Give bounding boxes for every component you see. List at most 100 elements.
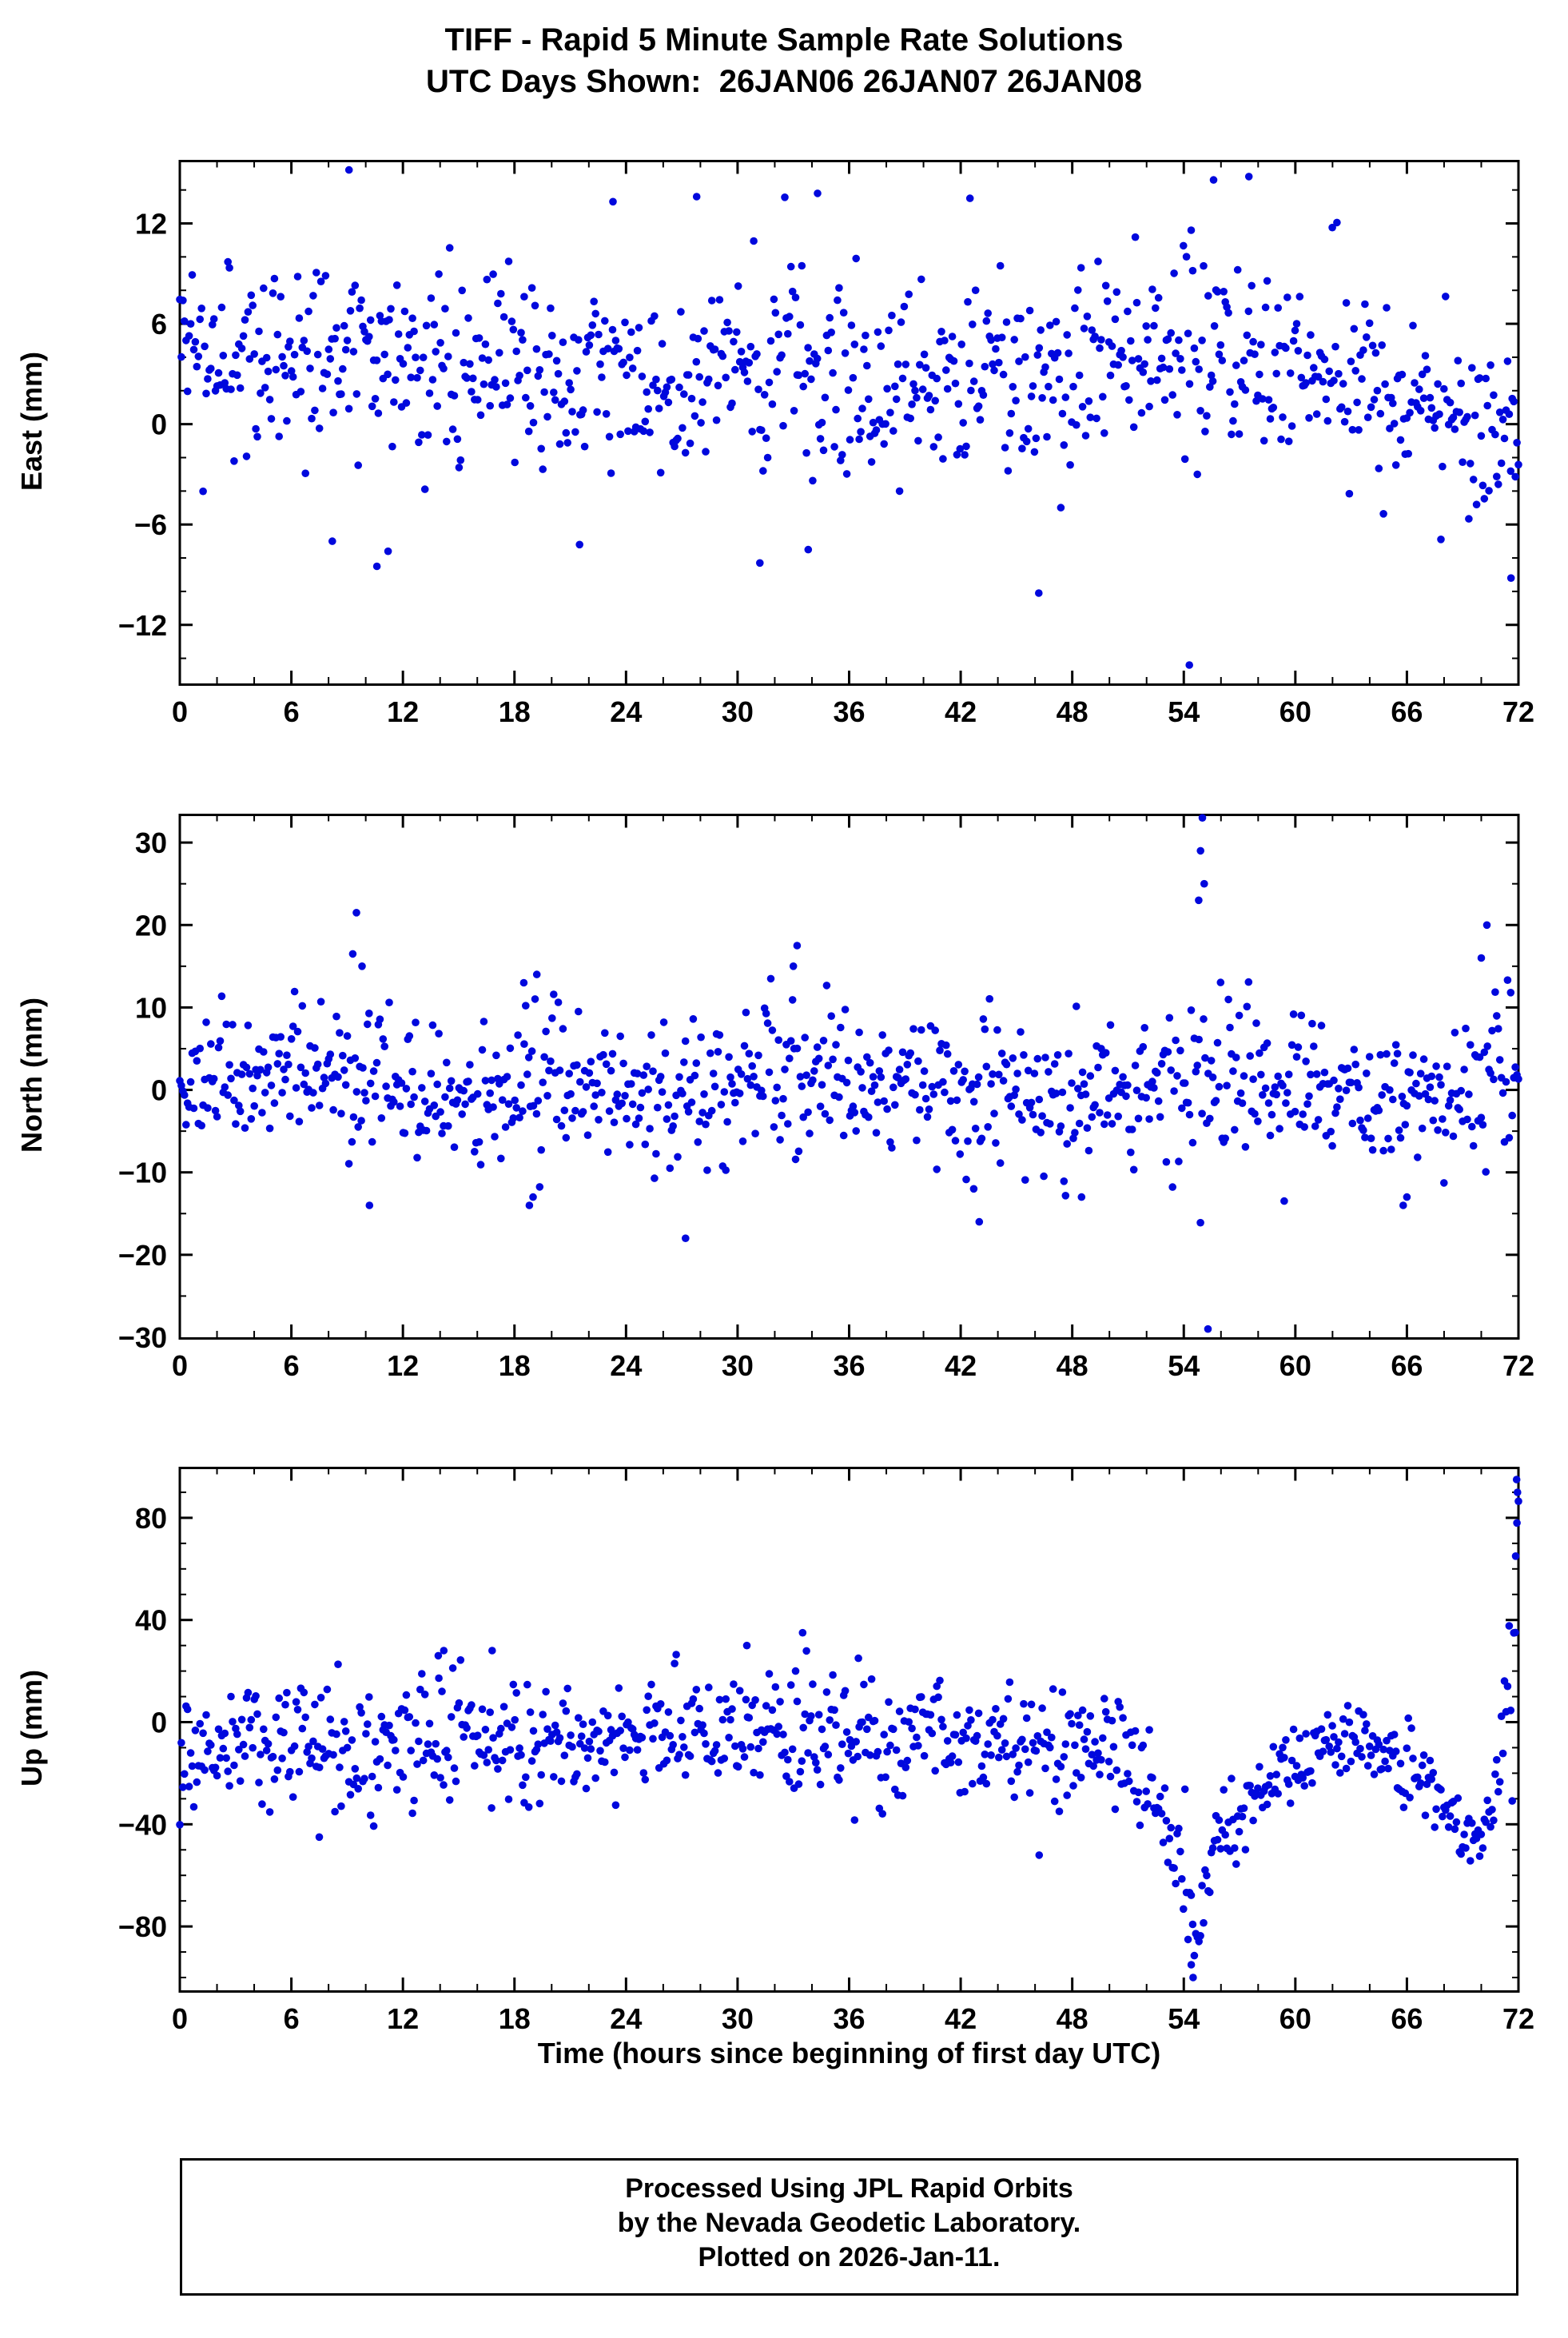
data-point xyxy=(1323,416,1332,425)
data-point xyxy=(1442,1129,1450,1137)
data-point xyxy=(392,376,400,384)
data-point xyxy=(430,321,439,329)
data-point xyxy=(814,1711,823,1719)
data-point xyxy=(1220,288,1228,296)
data-point xyxy=(731,365,739,374)
data-point xyxy=(806,1129,814,1137)
data-point xyxy=(197,305,205,313)
data-point xyxy=(626,353,634,361)
data-point xyxy=(1058,1688,1067,1696)
data-point xyxy=(1371,349,1380,357)
data-point xyxy=(1431,1823,1439,1831)
data-point-outlier xyxy=(525,1201,534,1209)
data-point xyxy=(425,1719,434,1728)
data-point xyxy=(714,1048,722,1056)
data-point xyxy=(730,1680,738,1688)
data-point xyxy=(847,321,856,329)
data-point xyxy=(547,304,555,313)
data-point xyxy=(1480,495,1489,503)
data-point xyxy=(1248,281,1256,290)
data-point xyxy=(892,1746,901,1754)
data-point xyxy=(860,1680,868,1689)
data-point xyxy=(1045,382,1053,391)
y-tick-label: 0 xyxy=(151,1074,167,1107)
data-point xyxy=(1451,1029,1459,1037)
data-point xyxy=(946,1097,955,1105)
data-point xyxy=(874,1098,882,1106)
data-point xyxy=(1010,336,1018,344)
data-point xyxy=(852,254,860,263)
data-point xyxy=(888,1144,896,1152)
data-point xyxy=(290,1742,299,1751)
data-point xyxy=(418,1084,426,1092)
data-point xyxy=(781,1065,789,1073)
data-point xyxy=(283,1051,291,1059)
data-point xyxy=(257,1751,265,1758)
data-point xyxy=(1198,1109,1206,1117)
data-point xyxy=(260,1048,268,1056)
data-point xyxy=(339,1051,347,1060)
data-point xyxy=(273,330,282,339)
x-tick-label: 36 xyxy=(833,1349,865,1382)
data-point xyxy=(562,428,571,437)
data-point xyxy=(1232,1053,1240,1061)
data-point xyxy=(768,400,777,408)
data-point xyxy=(863,361,871,370)
data-point xyxy=(796,1767,805,1776)
data-point xyxy=(1373,386,1382,395)
data-point xyxy=(818,1081,826,1089)
data-point xyxy=(1004,467,1013,475)
data-point xyxy=(588,1718,597,1727)
data-point xyxy=(956,1150,965,1158)
data-point xyxy=(1403,1101,1411,1110)
data-point xyxy=(1068,1079,1076,1087)
data-point xyxy=(287,1035,296,1043)
data-point xyxy=(863,1725,871,1734)
data-point xyxy=(1229,416,1237,425)
data-point xyxy=(759,1738,767,1747)
data-point xyxy=(710,345,719,353)
data-point xyxy=(270,1775,279,1783)
x-tick-label: 24 xyxy=(610,2002,642,2035)
data-point xyxy=(1196,1218,1204,1227)
data-point xyxy=(1404,449,1412,458)
data-point xyxy=(1491,430,1499,439)
data-point xyxy=(315,424,324,432)
data-point xyxy=(1035,344,1044,352)
data-point xyxy=(1426,1083,1435,1091)
data-point xyxy=(1363,1069,1371,1077)
data-point xyxy=(312,269,320,277)
data-point xyxy=(1156,1113,1164,1121)
data-point xyxy=(181,1091,189,1099)
x-tick-label: 60 xyxy=(1279,1349,1311,1382)
data-point xyxy=(486,1708,494,1716)
data-point xyxy=(1025,306,1034,315)
data-point xyxy=(601,1029,609,1038)
data-point xyxy=(219,1744,228,1753)
data-point xyxy=(453,435,462,444)
data-point xyxy=(1061,1192,1070,1200)
data-point xyxy=(1046,1743,1054,1752)
data-point xyxy=(1396,436,1405,444)
data-point xyxy=(652,1149,660,1158)
data-point xyxy=(1439,462,1447,471)
data-point xyxy=(290,350,299,359)
data-point xyxy=(517,1751,525,1759)
data-point xyxy=(397,1079,406,1087)
data-point xyxy=(1032,1747,1041,1755)
data-point xyxy=(639,1769,648,1777)
y-tick-label: 10 xyxy=(135,991,167,1024)
title-line-1: TIFF - Rapid 5 Minute Sample Rate Soluti… xyxy=(444,22,1124,58)
data-point xyxy=(875,1067,884,1075)
data-point xyxy=(918,1081,927,1089)
data-point xyxy=(1224,995,1232,1004)
data-point xyxy=(1257,1070,1265,1079)
data-point xyxy=(1495,1778,1504,1786)
data-point xyxy=(296,1063,305,1072)
data-point xyxy=(1514,1075,1522,1083)
data-point xyxy=(1446,398,1455,407)
data-point xyxy=(1454,356,1463,364)
data-point xyxy=(326,1050,335,1058)
data-point xyxy=(1356,1116,1364,1125)
data-point xyxy=(1319,1747,1327,1755)
